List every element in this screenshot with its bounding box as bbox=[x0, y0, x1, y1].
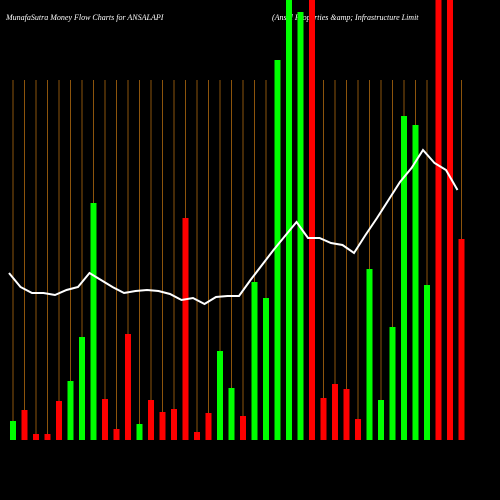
bar bbox=[228, 388, 235, 440]
bar bbox=[125, 334, 131, 440]
bar bbox=[10, 421, 16, 440]
bar bbox=[309, 0, 315, 440]
chart-subtitle: (Ansal Properties &amp; Infrastructure L… bbox=[272, 13, 419, 22]
bar bbox=[366, 269, 373, 440]
bar bbox=[44, 434, 51, 440]
bar bbox=[389, 327, 396, 440]
bar bbox=[332, 384, 338, 440]
bar bbox=[102, 399, 108, 440]
bar bbox=[148, 400, 154, 440]
bar bbox=[378, 400, 384, 440]
bar bbox=[21, 410, 28, 440]
bar bbox=[90, 203, 97, 440]
bar bbox=[412, 125, 419, 440]
bar bbox=[136, 424, 143, 440]
bar bbox=[286, 0, 292, 440]
bar bbox=[240, 416, 246, 440]
bar bbox=[424, 285, 430, 440]
bar bbox=[33, 434, 39, 440]
bar bbox=[435, 0, 442, 440]
bar bbox=[447, 0, 453, 440]
bar bbox=[401, 116, 407, 440]
plot-area bbox=[8, 0, 465, 440]
bar bbox=[56, 401, 62, 440]
bar bbox=[194, 432, 200, 440]
bar bbox=[159, 412, 166, 440]
bar bbox=[251, 282, 258, 440]
bar bbox=[320, 398, 327, 440]
bar bbox=[182, 218, 189, 440]
flow-line bbox=[8, 148, 459, 306]
bar bbox=[217, 351, 223, 440]
bar bbox=[343, 389, 350, 440]
bar bbox=[171, 409, 177, 440]
bar bbox=[263, 298, 269, 440]
bar bbox=[113, 429, 120, 440]
bar bbox=[79, 337, 85, 440]
bar bbox=[67, 381, 74, 440]
bar bbox=[205, 413, 212, 440]
chart-title: MunafaSutra Money Flow Charts for ANSALA… bbox=[5, 13, 164, 22]
bar bbox=[274, 60, 281, 440]
bar bbox=[458, 239, 465, 440]
bar bbox=[355, 419, 361, 440]
